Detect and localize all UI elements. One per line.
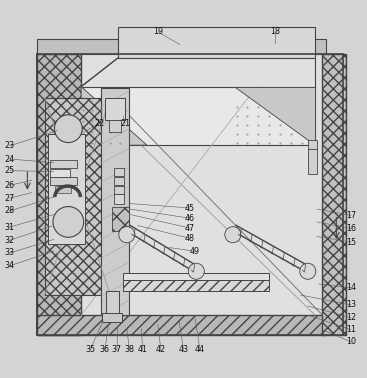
Polygon shape [81,87,147,145]
Text: 18: 18 [270,27,280,36]
Bar [323,54,346,335]
Bar [50,177,77,185]
Text: 38: 38 [124,345,134,354]
Bar [101,88,129,315]
Text: 11: 11 [346,325,356,334]
Text: 42: 42 [156,345,166,354]
Bar [308,139,317,149]
Text: 44: 44 [195,345,205,354]
Text: 34: 34 [5,261,15,270]
Text: 46: 46 [185,214,195,223]
Circle shape [300,263,316,279]
Text: 48: 48 [185,234,195,243]
Text: 17: 17 [346,211,356,220]
Text: 35: 35 [85,345,95,354]
Text: 21: 21 [120,119,130,128]
Text: 41: 41 [138,345,148,354]
Polygon shape [235,87,315,145]
Bar [102,313,123,322]
Bar [105,98,125,119]
Text: 12: 12 [346,313,356,322]
Text: 28: 28 [5,206,15,215]
Bar [37,39,326,54]
Text: 49: 49 [189,247,200,256]
Bar [109,119,121,132]
Circle shape [188,263,204,279]
Text: 47: 47 [185,224,195,232]
Bar [118,27,315,58]
Bar [37,54,342,335]
Bar [112,207,129,231]
Text: 31: 31 [5,223,15,231]
Text: 13: 13 [346,301,356,310]
Text: 22: 22 [94,119,105,128]
Bar [123,273,269,280]
Text: 26: 26 [5,181,15,190]
Bar [81,87,315,145]
Bar [114,177,124,185]
Text: 45: 45 [185,203,195,212]
Text: 25: 25 [5,166,15,175]
Text: 10: 10 [346,337,356,346]
Bar [114,168,124,176]
Bar [55,186,71,193]
Bar [37,54,81,335]
Circle shape [54,115,82,143]
Bar [106,291,119,315]
Text: 16: 16 [346,224,356,233]
Text: 37: 37 [112,345,122,354]
Circle shape [225,227,241,243]
Bar [44,98,112,295]
Bar [50,169,70,177]
Bar [48,134,85,244]
Bar [37,54,326,335]
Text: 23: 23 [5,141,15,150]
Bar [114,186,124,195]
Text: 27: 27 [5,194,15,203]
Circle shape [119,227,135,243]
Text: 43: 43 [178,345,189,354]
Text: 32: 32 [5,236,15,245]
Text: 24: 24 [5,155,15,164]
Circle shape [53,206,84,237]
Bar [37,315,326,335]
Bar [50,160,77,168]
Text: 14: 14 [346,283,356,292]
Text: 19: 19 [153,27,163,36]
Text: 36: 36 [100,345,110,354]
Bar [123,280,269,291]
Bar [114,194,124,204]
Text: 15: 15 [346,237,356,246]
Bar [308,149,317,174]
Text: 33: 33 [5,248,15,257]
